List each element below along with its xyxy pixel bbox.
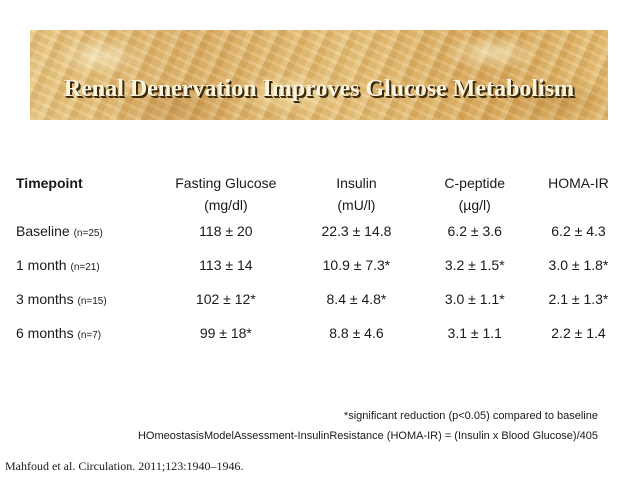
row-label: 1 month (n=21) bbox=[16, 257, 100, 273]
table-header-row: Timepoint Fasting Glucose (mg/dl) Insulin… bbox=[8, 172, 623, 220]
header-homa-ir: HOMA-IR bbox=[548, 175, 609, 191]
c-peptide-cell: 3.1 ± 1.1 bbox=[447, 325, 502, 341]
row-label: Baseline (n=25) bbox=[16, 223, 103, 239]
glucose-cell: 102 ± 12* bbox=[195, 291, 256, 307]
glucose-cell: 99 ± 18* bbox=[199, 325, 252, 341]
sample-size: (n=15) bbox=[77, 296, 107, 307]
insulin-cell: 22.3 ± 14.8 bbox=[321, 223, 392, 239]
insulin-cell: 8.8 ± 4.6 bbox=[329, 325, 384, 341]
title-banner: Renal Denervation Improves Glucose Metab… bbox=[30, 30, 608, 120]
significance-footnote: *significant reduction (p<0.05) compared… bbox=[343, 410, 598, 422]
homa-cell: 6.2 ± 4.3 bbox=[551, 223, 606, 239]
sample-size: (n=7) bbox=[77, 330, 102, 341]
sample-size: (n=25) bbox=[73, 228, 103, 239]
table-row: 6 months (n=7) 99 ± 18* 8.8 ± 4.6 3.1 ± … bbox=[8, 322, 623, 356]
c-peptide-cell: 6.2 ± 3.6 bbox=[447, 223, 502, 239]
slide-title: Renal Denervation Improves Glucose Metab… bbox=[63, 76, 575, 102]
table-row: 1 month (n=21) 113 ± 14 10.9 ± 7.3* 3.2 … bbox=[8, 254, 623, 288]
table-row: Baseline (n=25) 118 ± 20 22.3 ± 14.8 6.2… bbox=[8, 220, 623, 254]
homa-cell: 2.1 ± 1.3* bbox=[548, 291, 609, 307]
results-table: Timepoint Fasting Glucose (mg/dl) Insulin… bbox=[8, 172, 623, 356]
row-label: 3 months (n=15) bbox=[16, 291, 107, 307]
c-peptide-cell: 3.0 ± 1.1* bbox=[444, 291, 505, 307]
row-label: 6 months (n=7) bbox=[16, 325, 102, 341]
homa-cell: 3.0 ± 1.8* bbox=[548, 257, 609, 273]
homa-definition-footnote: HOmeostasisModelAssessment-InsulinResist… bbox=[137, 430, 598, 442]
c-peptide-cell: 3.2 ± 1.5* bbox=[444, 257, 505, 273]
header-insulin: Insulin (mU/l) bbox=[336, 175, 377, 213]
citation: Mahfoud et al. Circulation. 2011;123:194… bbox=[5, 459, 244, 473]
header-c-peptide: C-peptide (µg/l) bbox=[444, 175, 506, 213]
glucose-cell: 113 ± 14 bbox=[199, 257, 253, 273]
header-fasting-glucose: Fasting Glucose (mg/dl) bbox=[175, 175, 277, 213]
table-row: 3 months (n=15) 102 ± 12* 8.4 ± 4.8* 3.0… bbox=[8, 288, 623, 322]
glucose-cell: 118 ± 20 bbox=[199, 223, 253, 239]
insulin-cell: 10.9 ± 7.3* bbox=[322, 257, 391, 273]
header-timepoint: Timepoint bbox=[16, 175, 83, 191]
sample-size: (n=21) bbox=[70, 262, 100, 273]
insulin-cell: 8.4 ± 4.8* bbox=[326, 291, 387, 307]
homa-cell: 2.2 ± 1.4 bbox=[551, 325, 606, 341]
